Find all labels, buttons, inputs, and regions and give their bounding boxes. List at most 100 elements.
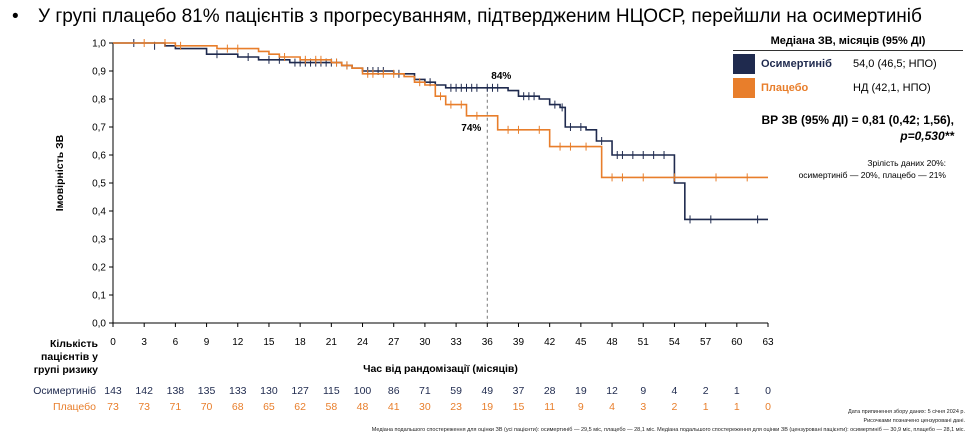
x-tick-label: 12 (232, 337, 244, 348)
legend-name-osimertinib: Осимертиніб (761, 58, 832, 70)
annotation-74: 74% (461, 123, 481, 134)
x-tick-label: 15 (263, 337, 275, 348)
risk-count-placebo: 1 (702, 401, 709, 413)
risk-count-osimertinib: 115 (322, 385, 340, 397)
risk-label-placebo: Плацебо (53, 401, 96, 413)
risk-count-osimertinib: 19 (575, 385, 587, 397)
data-maturity: Зрілість даних 20%: осимертиніб — 20%, п… (724, 157, 946, 181)
risk-count-placebo: 30 (419, 401, 431, 413)
risk-count-placebo: 9 (577, 401, 584, 413)
risk-count-placebo: 62 (294, 401, 306, 413)
km-curve-osimertinib (113, 42, 768, 221)
maturity-line2: осимертиніб — 20%, плацебо — 21% (798, 170, 946, 180)
risk-count-osimertinib: 49 (481, 385, 494, 397)
risk-count-placebo: 23 (450, 401, 462, 413)
legend-value-placebo: НД (42,1, НПО) (853, 82, 931, 94)
risk-count-placebo: 48 (356, 401, 369, 413)
risk-count-osimertinib: 138 (166, 385, 185, 397)
x-tick-label: 60 (731, 337, 743, 348)
x-tick-label: 48 (606, 337, 618, 348)
curves (113, 39, 768, 224)
legend-row-placebo: Плацебо НД (42,1, НПО) (733, 77, 963, 99)
risk-count-placebo: 58 (325, 401, 338, 413)
x-tick-label: 24 (357, 337, 369, 348)
x-axis-title: Час від рандомізації (місяців) (363, 363, 518, 375)
y-tick-label: 0,0 (92, 319, 106, 330)
risk-count-osimertinib: 2 (702, 385, 709, 397)
footnote-cutoff: Дата припинення збору даних: 5 січня 202… (848, 409, 965, 415)
risk-count-placebo: 4 (609, 401, 615, 413)
risk-count-osimertinib: 12 (606, 385, 618, 397)
risk-count-osimertinib: 133 (228, 385, 247, 397)
x-tick-label: 9 (204, 337, 210, 348)
x-tick-label: 54 (669, 337, 681, 348)
y-tick-label: 0,7 (92, 123, 106, 134)
hazard-ratio-line2: p=0,530** (900, 129, 954, 143)
hazard-ratio-line1: ВР ЗВ (95% ДІ) = 0,81 (0,42; 1,56), (761, 113, 954, 127)
y-tick-label: 0,1 (92, 291, 106, 302)
legend-row-osimertinib: Осимертиніб 54,0 (46,5; НПО) (733, 53, 963, 75)
risk-count-osimertinib: 135 (197, 385, 216, 397)
x-tick-label: 42 (544, 337, 556, 348)
y-tick-label: 0,8 (92, 95, 106, 106)
x-tick-label: 57 (700, 337, 712, 348)
legend-header: Медіана ЗВ, місяців (95% ДІ) (733, 34, 963, 51)
risk-count-osimertinib: 59 (450, 385, 462, 397)
x-tick-label: 63 (762, 337, 774, 348)
risk-count-placebo: 68 (231, 401, 244, 413)
y-tick-label: 0,6 (92, 151, 106, 162)
risk-table-header: Кількість пацієнтів у групі ризику (33, 338, 98, 376)
risk-count-osimertinib: 4 (671, 385, 678, 397)
risk-count-placebo: 19 (481, 401, 494, 413)
risk-count-osimertinib: 1 (733, 385, 740, 397)
risk-count-osimertinib: 143 (104, 385, 122, 397)
risk-count-placebo: 11 (544, 401, 556, 413)
x-tick-label: 45 (575, 337, 587, 348)
x-tick-label: 27 (388, 337, 400, 348)
slide-headline: • У групі плацебо 81% пацієнтів з прогрес… (12, 6, 922, 28)
legend: Медіана ЗВ, місяців (95% ДІ) Осимертиніб… (733, 34, 963, 99)
risk-count-placebo: 71 (169, 401, 182, 413)
bullet-glyph: • (12, 6, 19, 27)
x-tick-label: 0 (110, 337, 116, 348)
risk-count-placebo: 0 (765, 401, 771, 413)
risk-count-placebo: 1 (733, 401, 740, 413)
y-tick-label: 0,4 (92, 207, 106, 218)
x-tick-label: 18 (295, 337, 307, 348)
risk-count-osimertinib: 130 (260, 385, 278, 397)
chart-labels: 0,00,10,20,30,40,50,60,70,80,91,00 3 6 9 12 1… (54, 39, 774, 376)
x-tick-label: 36 (482, 337, 494, 348)
legend-swatch-osimertinib (733, 54, 755, 74)
y-tick-label: 0,3 (92, 235, 106, 246)
km-curve-placebo (113, 42, 768, 179)
footnote-followup: Медіана подальшого спостереження для оці… (371, 427, 965, 433)
risk-label-osimertinib: Осимертиніб (33, 385, 96, 397)
risk-count-placebo: 70 (200, 401, 213, 413)
risk-count-osimertinib: 127 (291, 385, 309, 397)
risk-count-osimertinib: 100 (353, 385, 372, 397)
axes (109, 42, 769, 327)
x-tick-label: 6 (173, 337, 179, 348)
x-tick-label: 3 (141, 337, 147, 348)
y-axis-title: Імовірність ЗВ (54, 134, 66, 211)
risk-count-placebo: 65 (263, 401, 275, 413)
legend-swatch-placebo (733, 78, 755, 98)
risk-count-osimertinib: 9 (640, 385, 647, 397)
x-tick-label: 51 (638, 337, 650, 348)
x-tick-label: 21 (326, 337, 338, 348)
risk-count-osimertinib: 71 (419, 385, 431, 397)
footnote-censor: Рисочками позначено цензуровані дані. (863, 418, 965, 424)
risk-count-placebo: 73 (138, 401, 151, 413)
x-tick-label: 30 (419, 337, 431, 348)
risk-count-placebo: 73 (107, 401, 119, 413)
y-tick-label: 1,0 (92, 39, 106, 50)
risk-count-osimertinib: 142 (135, 385, 153, 397)
headline-text: У групі плацебо 81% пацієнтів з прогресу… (38, 6, 922, 27)
y-tick-label: 0,9 (92, 67, 106, 78)
x-tick-label: 33 (451, 337, 463, 348)
risk-count-placebo: 41 (387, 401, 400, 413)
risk-count-osimertinib: 86 (387, 385, 400, 397)
y-tick-label: 0,5 (92, 179, 106, 190)
annotation-84: 84% (491, 71, 511, 82)
